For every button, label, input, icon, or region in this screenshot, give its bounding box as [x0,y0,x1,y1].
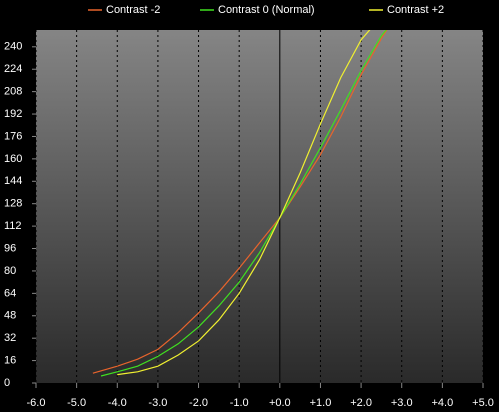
x-tick-label: +4.0 [432,397,454,409]
y-tick-label: 240 [4,41,22,53]
x-tick-label: +5.0 [472,397,494,409]
y-tick-label: 208 [4,86,22,98]
y-tick-label: 80 [4,265,16,277]
plot-area [36,30,483,383]
y-tick-label: 224 [4,63,22,75]
series-group [92,30,388,377]
x-tick-label: +2.0 [350,397,372,409]
x-tick-label: +1.0 [310,397,332,409]
series-line [100,30,387,377]
y-tick-label: 144 [4,175,22,187]
y-tick-label: 160 [4,153,22,165]
y-tick-label: 96 [4,242,16,254]
x-tick-label: -4.0 [108,397,127,409]
y-tick-label: 128 [4,198,22,210]
y-tick-label: 16 [4,354,16,366]
x-tick-label: +3.0 [391,397,413,409]
y-tick-label: 48 [4,310,16,322]
y-tick-label: 176 [4,130,22,142]
y-tick-label: 64 [4,287,16,299]
legend-label: Contrast +2 [387,4,444,16]
x-tick-label: -5.0 [67,397,86,409]
legend-label: Contrast -2 [106,4,160,16]
x-tick-label: -2.0 [189,397,208,409]
y-tick-label: 32 [4,332,16,344]
x-tick-label: -6.0 [27,397,46,409]
x-tick-label: +0.0 [269,397,291,409]
legend-label: Contrast 0 (Normal) [218,4,315,16]
y-tick-label: 0 [4,377,10,389]
series-line [117,30,371,376]
series-line [92,30,388,374]
x-tick-label: -1.0 [230,397,249,409]
y-tick-label: 192 [4,108,22,120]
x-tick-label: -3.0 [148,397,167,409]
y-tick-label: 112 [4,220,22,232]
